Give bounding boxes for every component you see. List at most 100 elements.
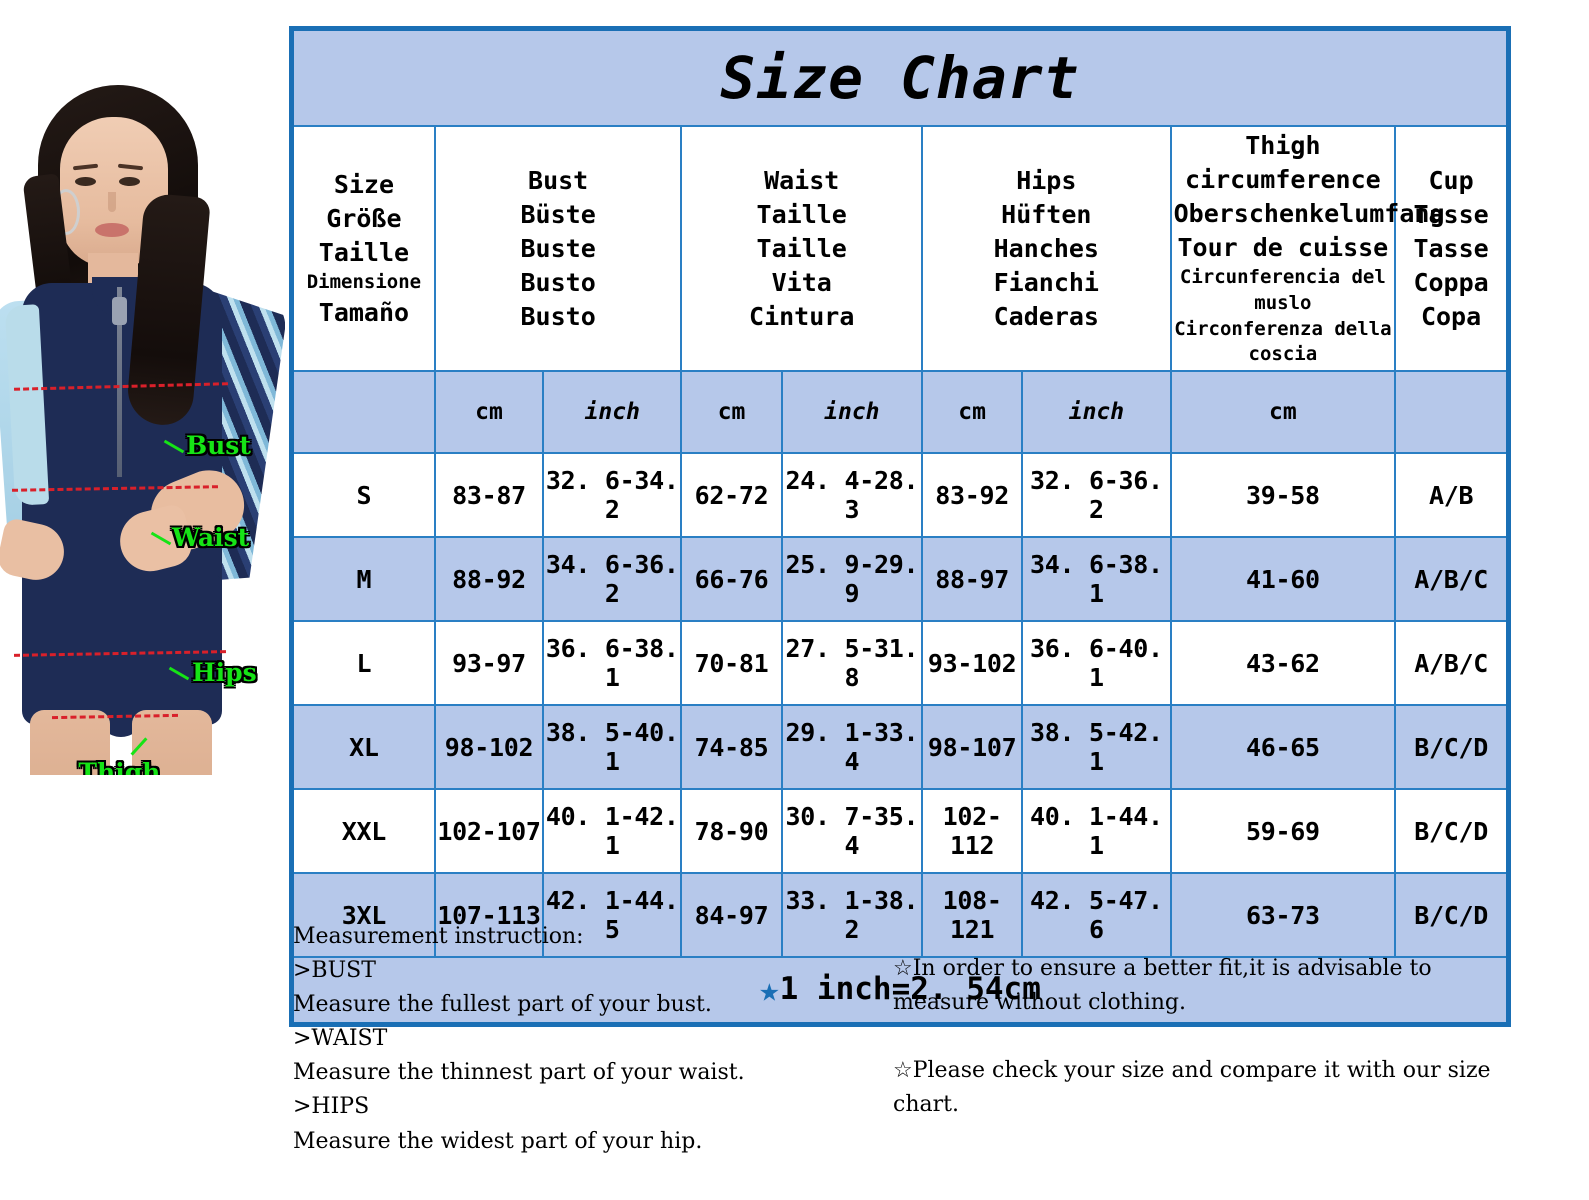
cell-size: L — [290, 620, 436, 707]
cell-hips-inch: 42. 5-47. 6 — [1021, 872, 1172, 959]
size-chart-container: Size Chart Size Größe Taille Dimensione … — [289, 26, 1511, 1028]
header-size-line-3: Dimensione — [306, 270, 422, 293]
cell-hips-inch: 40. 1-44. 1 — [1021, 788, 1172, 875]
header-size-line-4: Tamaño — [318, 297, 410, 327]
header-waist-line-1: Taille — [756, 199, 847, 229]
model-photo: Bust Waist Hips Thigh circumference — [0, 55, 285, 775]
table-row: XXL 102-107 40. 1-42. 1 78-90 30. 7-35. … — [290, 788, 1510, 875]
model-eye-right — [119, 177, 140, 186]
unit-waist-cm: cm — [680, 370, 783, 455]
cell-thigh-cm: 39-58 — [1169, 452, 1397, 539]
cell-hips-cm: 108-121 — [920, 872, 1024, 959]
header-bust-line-1: Büste — [520, 199, 596, 229]
cell-cup: B/C/D — [1394, 704, 1510, 791]
cell-cup: A/B/C — [1394, 536, 1510, 623]
cell-size: 3XL — [290, 872, 436, 959]
cell-cup: B/C/D — [1394, 872, 1510, 959]
unit-waist-inch: inch — [780, 370, 924, 455]
table-row: M 88-92 34. 6-36. 2 66-76 25. 9-29. 9 88… — [290, 536, 1510, 623]
fit-note-1: ☆In order to ensure a better fit,it is a… — [893, 956, 1432, 1016]
cell-waist-cm: 62-72 — [680, 452, 783, 539]
header-waist-line-2: Taille — [756, 233, 847, 263]
unit-hips-cm: cm — [920, 370, 1024, 455]
cell-cup: A/B/C — [1394, 620, 1510, 707]
header-size-line-1: Größe — [326, 203, 402, 233]
header-thigh-line-3: Circunferencia del muslo — [1179, 266, 1386, 314]
cell-bust-cm: 98-102 — [433, 704, 545, 791]
cell-bust-inch: 34. 6-36. 2 — [542, 536, 683, 623]
callout-label-bust: Bust — [186, 431, 251, 460]
cell-hips-cm: 102-112 — [920, 788, 1024, 875]
cell-hips-cm: 88-97 — [920, 536, 1024, 623]
conversion-note: ★1 inch=2. 54cm — [291, 956, 1509, 1025]
table-row: S 83-87 32. 6-34. 2 62-72 24. 4-28. 3 83… — [290, 452, 1510, 539]
callout-label-hips: Hips — [192, 658, 257, 687]
header-waist-line-0: Waist — [764, 165, 840, 195]
cell-waist-inch: 25. 9-29. 9 — [780, 536, 924, 623]
header-waist-line-3: Vita — [771, 267, 832, 297]
instructions-hips-text: Measure the widest part of your hip. — [293, 1128, 703, 1154]
model-nose — [108, 192, 116, 212]
unit-blank-size — [290, 370, 436, 455]
cell-hips-cm: 93-102 — [920, 620, 1024, 707]
cell-size: XL — [290, 704, 436, 791]
header-hips-line-2: Hanches — [993, 233, 1099, 263]
cell-thigh-cm: 63-73 — [1169, 872, 1397, 959]
cell-hips-inch: 34. 6-38. 1 — [1021, 536, 1172, 623]
header-cup-line-0: Cup — [1428, 165, 1474, 195]
cell-bust-cm: 83-87 — [433, 452, 545, 539]
cell-bust-inch: 42. 1-44. 5 — [542, 872, 683, 959]
unit-row: cm inch cm inch cm inch cm — [290, 370, 1510, 455]
cell-cup: A/B — [1394, 452, 1510, 539]
header-size-line-2: Taille — [318, 237, 410, 267]
instructions-heading: Measurement instruction: — [293, 924, 584, 949]
cell-thigh-cm: 41-60 — [1169, 536, 1397, 623]
cell-bust-inch: 40. 1-42. 1 — [542, 788, 683, 875]
cell-cup: B/C/D — [1394, 788, 1510, 875]
cell-bust-inch: 36. 6-38. 1 — [542, 620, 683, 707]
size-chart-table: Size Chart Size Größe Taille Dimensione … — [289, 26, 1511, 1028]
cell-size: M — [290, 536, 436, 623]
cell-thigh-cm: 59-69 — [1169, 788, 1397, 875]
cell-waist-inch: 29. 1-33. 4 — [780, 704, 924, 791]
table-row: L 93-97 36. 6-38. 1 70-81 27. 5-31. 8 93… — [290, 620, 1510, 707]
star-icon: ★ — [759, 970, 780, 1011]
header-size-line-0: Size — [333, 169, 395, 199]
conversion-note-text: 1 inch=2. 54cm — [779, 971, 1041, 1008]
instructions-waist-label: >WAIST — [293, 1026, 388, 1052]
table-row: 3XL 107-113 42. 1-44. 5 84-97 33. 1-38. … — [290, 872, 1510, 959]
header-hips-line-4: Caderas — [993, 301, 1099, 331]
header-hips-line-0: Hips — [1016, 165, 1077, 195]
header-hips-line-1: Hüften — [1001, 199, 1092, 229]
callout-label-thigh-line1: Thigh — [78, 758, 161, 775]
header-row: Size Größe Taille Dimensione Tamaño Bust… — [290, 124, 1510, 373]
header-thigh-line-2: Tour de cuisse — [1177, 233, 1389, 262]
cell-bust-cm: 88-92 — [433, 536, 545, 623]
cell-hips-inch: 36. 6-40. 1 — [1021, 620, 1172, 707]
unit-thigh-cm: cm — [1169, 370, 1397, 455]
cell-hips-inch: 38. 5-42. 1 — [1021, 704, 1172, 791]
header-bust-line-0: Bust — [528, 165, 589, 195]
instructions-hips-label: >HIPS — [293, 1094, 370, 1120]
cell-size: S — [290, 452, 436, 539]
cell-waist-cm: 70-81 — [680, 620, 783, 707]
header-bust: Bust Büste Buste Busto Busto — [433, 124, 683, 373]
header-thigh-line-1: Oberschenkelumfang — [1173, 199, 1445, 228]
cell-hips-cm: 83-92 — [920, 452, 1024, 539]
fit-note-2: ☆Please check your size and compare it w… — [893, 1058, 1491, 1118]
header-cup: Cup Tasse Tasse Coppa Copa — [1394, 124, 1510, 373]
cell-waist-inch: 33. 1-38. 2 — [780, 872, 924, 959]
header-hips-line-3: Fianchi — [993, 267, 1099, 297]
chart-title: Size Chart — [291, 28, 1509, 127]
header-thigh-line-4: Circonferenza della coscia — [1174, 317, 1392, 366]
unit-blank-cup — [1394, 370, 1510, 455]
table-row: XL 98-102 38. 5-40. 1 74-85 29. 1-33. 4 … — [290, 704, 1510, 791]
header-cup-line-2: Tasse — [1413, 233, 1489, 263]
unit-hips-inch: inch — [1021, 370, 1172, 455]
footer-row: ★1 inch=2. 54cm — [291, 956, 1509, 1025]
header-size: Size Größe Taille Dimensione Tamaño — [290, 124, 436, 373]
cell-bust-inch: 38. 5-40. 1 — [542, 704, 683, 791]
cell-bust-inch: 32. 6-34. 2 — [542, 452, 683, 539]
header-cup-line-4: Copa — [1420, 301, 1482, 331]
header-bust-line-2: Buste — [520, 233, 596, 263]
